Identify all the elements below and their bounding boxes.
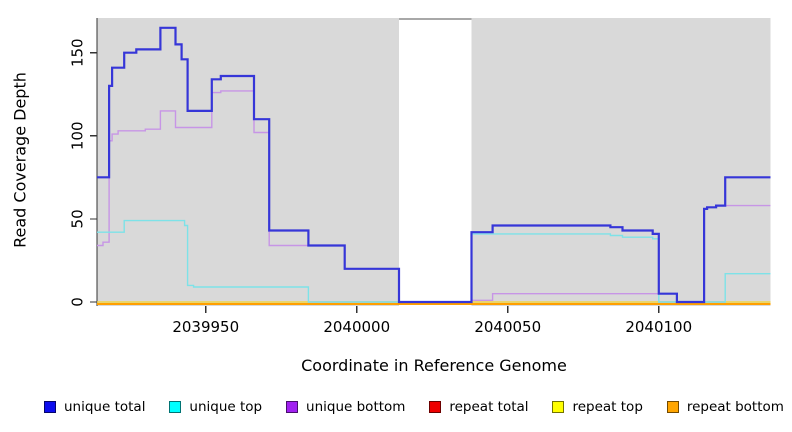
legend-label-repeat-top: repeat top — [572, 399, 643, 415]
x-tick-label: 2040050 — [474, 318, 541, 336]
legend-label-unique-bottom: unique bottom — [306, 399, 406, 415]
legend-label-repeat-total: repeat total — [449, 399, 529, 415]
legend-item-repeat-top: repeat top — [552, 399, 643, 415]
y-tick-label: 100 — [69, 121, 87, 150]
x-tick-label: 2039950 — [172, 318, 239, 336]
legend-label-unique-total: unique total — [64, 399, 146, 415]
legend-label-unique-top: unique top — [189, 399, 263, 415]
y-axis-title: Read Coverage Depth — [10, 72, 30, 248]
legend-item-unique-top: unique top — [169, 399, 262, 415]
legend-item-repeat-total: repeat total — [429, 399, 529, 415]
y-tick-label: 0 — [69, 297, 87, 307]
legend-swatch-repeat-total — [429, 401, 442, 413]
legend-item-unique-bottom: unique bottom — [286, 399, 405, 415]
legend-swatch-repeat-top — [552, 401, 565, 413]
legend-swatch-repeat-bottom — [666, 401, 679, 413]
series-line-unique-total — [97, 26, 771, 304]
y-tick-label: 150 — [69, 38, 87, 67]
missing-data-region — [399, 18, 472, 306]
legend-swatch-unique-total — [44, 401, 56, 413]
y-tick-label: 50 — [69, 209, 87, 228]
legend-swatch-unique-top — [169, 401, 182, 413]
x-axis-title: Coordinate in Reference Genome — [301, 356, 567, 375]
x-tick-label: 2040100 — [625, 318, 692, 336]
legend-swatch-unique-bottom — [286, 401, 299, 413]
legend-item-repeat-bottom: repeat bottom — [666, 399, 784, 415]
legend: unique total unique top unique bottom repea… — [44, 399, 784, 415]
x-tick-label: 2040000 — [323, 318, 390, 336]
legend-label-repeat-bottom: repeat bottom — [686, 399, 784, 415]
legend-item-unique-total: unique total — [44, 399, 145, 415]
coverage-plot: 0 50 100 150 2039950 2040000 2040050 2040100 — [69, 18, 771, 336]
